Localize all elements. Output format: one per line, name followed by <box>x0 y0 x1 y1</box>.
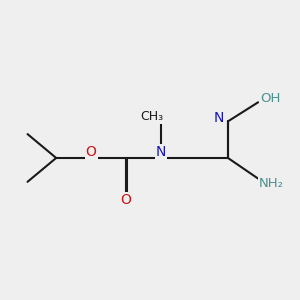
Text: CH₃: CH₃ <box>140 110 163 123</box>
Text: N: N <box>156 145 166 159</box>
Text: O: O <box>86 145 97 159</box>
Text: N: N <box>214 111 224 124</box>
Text: O: O <box>121 193 132 207</box>
Text: NH₂: NH₂ <box>259 177 284 190</box>
Text: OH: OH <box>260 92 281 105</box>
